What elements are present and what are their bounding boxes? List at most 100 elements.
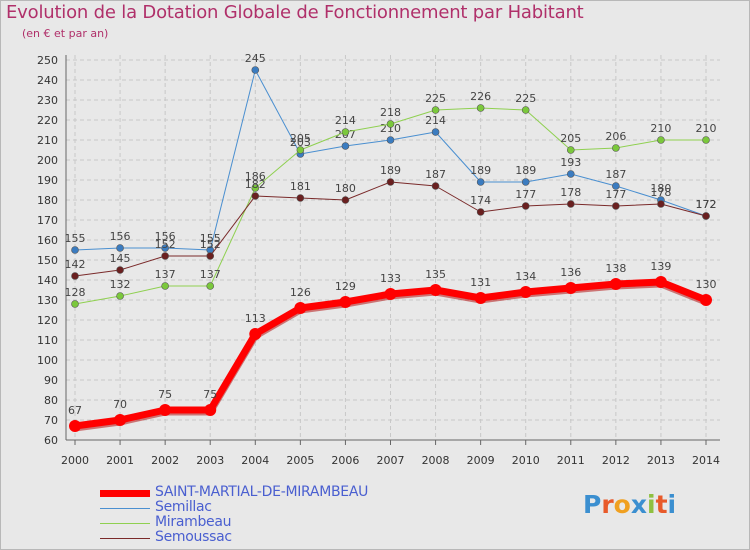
- line-chart: 60 70 80 90 100 110 120 130 140 150 160 170 180 190 20…: [37, 52, 720, 467]
- data-point-semoussac: [431, 182, 440, 190]
- data-point-semillac: [612, 182, 620, 190]
- data-point-saint-martial-de-mirambeau: [69, 420, 81, 432]
- x-tick-label: 2005: [286, 454, 314, 467]
- data-point-semoussac: [296, 194, 305, 202]
- data-point-semillac: [521, 178, 530, 186]
- data-label-semoussac: 182: [245, 178, 266, 191]
- y-tick-label: 110: [37, 334, 58, 347]
- data-label-semoussac: 177: [605, 188, 626, 201]
- data-label-mirambeau: 205: [290, 132, 311, 145]
- legend-label-mirambeau: Mirambeau: [155, 514, 232, 530]
- data-point-saint-martial-de-mirambeau: [339, 296, 352, 308]
- data-label-semoussac: 145: [110, 252, 131, 265]
- y-tick-label: 190: [37, 174, 58, 187]
- data-label-semillac: 214: [425, 114, 446, 127]
- data-point-mirambeau: [702, 136, 710, 144]
- data-point-saint-martial-de-mirambeau: [700, 294, 712, 306]
- data-point-semoussac: [566, 200, 575, 208]
- legend-swatch-mirambeau: [100, 523, 150, 524]
- data-label-semoussac: 189: [380, 164, 401, 177]
- x-tick-label: 2002: [151, 454, 179, 467]
- data-label-mirambeau: 137: [200, 268, 221, 281]
- plot-area: [66, 55, 720, 440]
- y-tick-label: 210: [37, 134, 58, 147]
- y-tick-label: 70: [44, 414, 58, 427]
- data-label-saint-martial-de-mirambeau: 67: [68, 404, 82, 417]
- data-label-semillac: 156: [155, 230, 176, 243]
- legend-label-saint-martial: SAINT-MARTIAL-DE-MIRAMBEAU: [155, 484, 369, 500]
- data-label-mirambeau: 218: [380, 106, 401, 119]
- data-point-semillac: [476, 178, 485, 186]
- x-tick-label: 2007: [377, 454, 405, 467]
- y-tick-label: 220: [37, 114, 58, 127]
- data-point-saint-martial-de-mirambeau: [654, 276, 667, 288]
- x-tick-label: 2006: [331, 454, 359, 467]
- legend-label-semillac: Semillac: [155, 499, 212, 515]
- data-label-semoussac: 142: [65, 258, 86, 271]
- x-tick-label: 2001: [106, 454, 134, 467]
- brand-letter: t: [655, 490, 668, 519]
- y-tick-label: 180: [37, 194, 58, 207]
- data-point-saint-martial-de-mirambeau: [159, 404, 172, 416]
- data-label-mirambeau: 186: [245, 170, 266, 183]
- data-label-mirambeau: 210: [696, 122, 717, 135]
- y-tick-label: 170: [37, 214, 58, 227]
- y-tick-label: 230: [37, 94, 58, 107]
- data-label-semillac: 193: [560, 156, 581, 169]
- x-tick-label: 2004: [241, 454, 269, 467]
- data-point-semillac: [386, 136, 395, 144]
- brand-letter: r: [601, 490, 614, 519]
- x-tick-label: 2011: [557, 454, 585, 467]
- y-tick-label: 60: [44, 434, 58, 447]
- x-tick-label: 2008: [422, 454, 450, 467]
- data-point-saint-martial-de-mirambeau: [519, 286, 532, 298]
- data-label-mirambeau: 210: [650, 122, 671, 135]
- x-tick-label: 2003: [196, 454, 224, 467]
- data-label-mirambeau: 205: [560, 132, 581, 145]
- data-label-saint-martial-de-mirambeau: 126: [290, 286, 311, 299]
- data-point-mirambeau: [71, 300, 79, 308]
- data-point-saint-martial-de-mirambeau: [609, 278, 622, 290]
- data-point-semillac: [116, 244, 124, 252]
- data-label-mirambeau: 128: [65, 286, 86, 299]
- data-point-semoussac: [116, 266, 124, 274]
- data-label-semoussac: 178: [560, 186, 581, 199]
- data-point-mirambeau: [296, 146, 305, 154]
- data-label-semoussac: 177: [515, 188, 536, 201]
- data-label-semoussac: 174: [470, 194, 491, 207]
- y-tick-label: 240: [37, 74, 58, 87]
- data-point-semoussac: [476, 208, 485, 216]
- data-label-saint-martial-de-mirambeau: 133: [380, 272, 401, 285]
- data-point-semoussac: [206, 252, 215, 260]
- data-label-saint-martial-de-mirambeau: 70: [113, 398, 127, 411]
- data-label-saint-martial-de-mirambeau: 135: [425, 268, 446, 281]
- data-point-mirambeau: [251, 184, 260, 192]
- brand-letter: i: [667, 490, 677, 519]
- y-tick-label: 130: [37, 294, 58, 307]
- data-label-semoussac: 178: [650, 186, 671, 199]
- brand-letter: i: [647, 490, 656, 519]
- data-point-semoussac: [161, 252, 169, 260]
- data-label-saint-martial-de-mirambeau: 131: [470, 276, 491, 289]
- data-point-semoussac: [386, 178, 395, 186]
- data-point-saint-martial-de-mirambeau: [204, 404, 217, 416]
- x-tick-label: 2000: [61, 454, 89, 467]
- data-point-saint-martial-de-mirambeau: [429, 284, 442, 296]
- data-label-semillac: 245: [245, 52, 266, 65]
- data-point-semillac: [566, 170, 575, 178]
- data-label-semillac: 155: [200, 232, 221, 245]
- data-point-saint-martial-de-mirambeau: [474, 292, 487, 304]
- data-label-semoussac: 187: [425, 168, 446, 181]
- data-label-semoussac: 152: [200, 238, 221, 251]
- data-label-semillac: 187: [605, 168, 626, 181]
- y-tick-label: 100: [37, 354, 58, 367]
- legend-swatch-saint-martial: [100, 490, 150, 497]
- data-label-semillac: 203: [290, 136, 311, 149]
- brand-letter: P: [583, 490, 602, 519]
- data-label-semillac: 180: [650, 182, 671, 195]
- y-tick-label: 80: [44, 394, 58, 407]
- data-point-semillac: [161, 244, 169, 252]
- data-label-mirambeau: 132: [110, 278, 131, 291]
- data-point-semillac: [341, 142, 350, 150]
- data-label-semillac: 156: [110, 230, 131, 243]
